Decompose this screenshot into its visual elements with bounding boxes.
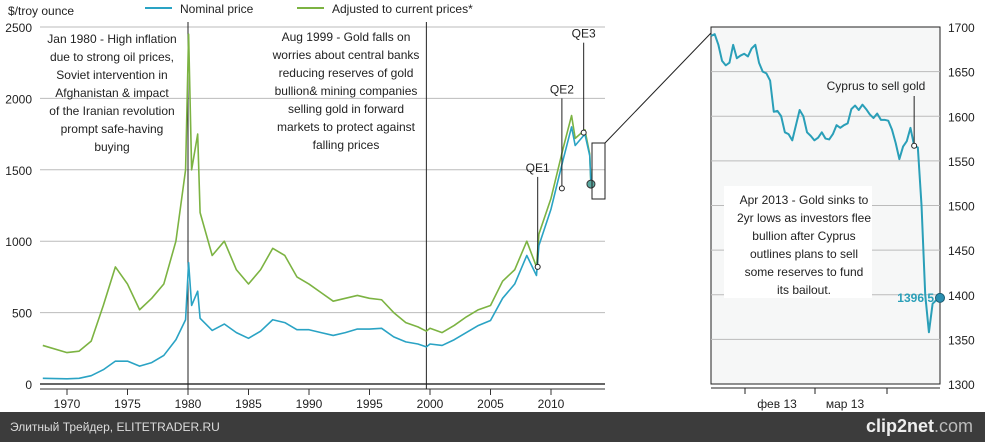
series-line-adjusted: [42, 33, 592, 354]
legend-label-nominal: Nominal price: [180, 2, 254, 16]
qe-marker-point: [534, 263, 541, 270]
annotation-text: reducing reserves of gold: [279, 66, 414, 80]
zoom-region-box: [591, 142, 606, 200]
legend-label-adjusted: Adjusted to current prices*: [332, 2, 473, 16]
inset-annotation-text: outlines plans to sell: [750, 247, 858, 261]
qe-marker-point: [580, 129, 587, 136]
inset-x-tick-label: мар 13: [826, 397, 865, 411]
annotation-text: markets to protect against: [277, 120, 416, 134]
annotation-text: due to strong oil prices,: [50, 50, 174, 64]
annotation-text: buying: [94, 140, 129, 154]
annotation-text: Jan 1980 - High inflation: [47, 32, 176, 46]
inset-y-tick-label: 1450: [948, 244, 975, 258]
clip2net-logo: clip2net.com: [866, 416, 973, 437]
annotation-text: Afghanistan & impact: [55, 86, 169, 100]
brand-suffix: .com: [933, 416, 973, 436]
cyprus-annotation: Cyprus to sell gold: [827, 79, 926, 93]
annotation-text: Aug 1999 - Gold falls on: [282, 30, 411, 44]
qe-marker-label: QE1: [526, 161, 550, 175]
y-axis-label: $/troy ounce: [8, 4, 74, 18]
inset-y-tick-label: 1500: [948, 200, 975, 214]
last-value-label: 1396,5: [897, 291, 934, 305]
x-tick-label: 1975: [114, 397, 141, 411]
series-line-nominal: [42, 126, 592, 380]
inset-y-tick-label: 1650: [948, 66, 975, 80]
inset-y-tick-label: 1400: [948, 289, 975, 303]
inset-y-tick-label: 1550: [948, 155, 975, 169]
y-tick-label: 1000: [5, 235, 32, 249]
x-tick-label: 1985: [235, 397, 262, 411]
y-tick-label: 2000: [5, 92, 32, 106]
annotation-text: worries about central banks: [272, 48, 420, 62]
annotation-text: of the Iranian revolution: [49, 104, 174, 118]
inset-annotation-text: bullion after Cyprus: [752, 229, 855, 243]
inset-annotation-text: its bailout.: [777, 283, 831, 297]
annotation-text: Soviet intervention in: [56, 68, 167, 82]
inset-annotation-text: 2yr lows as investors flee: [737, 211, 871, 225]
annotation-text: falling prices: [313, 138, 380, 152]
inset-y-tick-label: 1350: [948, 333, 975, 347]
x-tick-label: 1970: [54, 397, 81, 411]
qe-marker-label: QE3: [572, 27, 596, 41]
y-tick-label: 2500: [5, 21, 32, 35]
inset-y-tick-label: 1600: [948, 110, 975, 124]
annotation-text: bullion& mining companies: [275, 84, 418, 98]
inset-annotation-text: Apr 2013 - Gold sinks to: [740, 193, 869, 207]
inset-x-tick-label: фев 13: [757, 397, 797, 411]
inset-series-line: [710, 33, 941, 334]
inset-y-tick-label: 1300: [948, 378, 975, 392]
annotation-text: selling gold in forward: [288, 102, 404, 116]
qe-marker-point: [558, 185, 565, 192]
annotation-text: prompt safe-having: [61, 122, 164, 136]
x-tick-label: 2000: [417, 397, 444, 411]
y-tick-label: 1500: [5, 164, 32, 178]
y-tick-label: 500: [12, 307, 32, 321]
x-tick-label: 1980: [175, 397, 202, 411]
inset-y-tick-label: 1700: [948, 21, 975, 35]
zoom-connector: [604, 32, 712, 144]
brand-name: clip2net: [865, 416, 934, 436]
y-tick-label: 0: [25, 378, 32, 392]
footer-bar: Элитный Трейдер, ELITETRADER.RU clip2net…: [0, 412, 985, 442]
qe-marker-label: QE2: [550, 82, 574, 96]
gold-price-chart: 0 500 1000 1500 2000 2500 1970 1975 1980 1985 1990…: [5, 2, 975, 411]
cyprus-marker-point: [911, 142, 918, 149]
inset-annotation-text: some reserves to fund: [745, 265, 864, 279]
x-tick-label: 1990: [296, 397, 323, 411]
x-tick-label: 2010: [538, 397, 565, 411]
last-point-marker: [586, 179, 596, 189]
x-tick-label: 1995: [356, 397, 383, 411]
x-tick-label: 2005: [477, 397, 504, 411]
inset-annotation-box: [724, 186, 872, 298]
footer-source: Элитный Трейдер, ELITETRADER.RU: [10, 420, 220, 434]
inset-last-point: [935, 292, 945, 303]
